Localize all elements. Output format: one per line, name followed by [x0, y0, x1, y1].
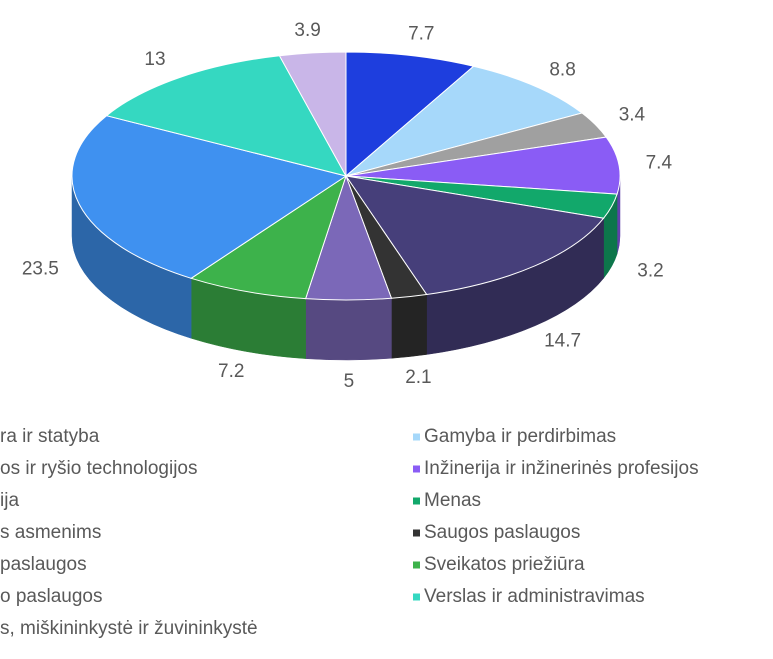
legend-label: paslaugos [0, 554, 87, 575]
legend-label: os ir ryšio technologijos [0, 458, 197, 479]
data-label: 14.7 [544, 331, 581, 352]
data-label: 8.8 [549, 59, 575, 80]
legend-marker [413, 529, 420, 537]
data-label: 13 [144, 49, 165, 70]
legend-label: s, miškininkystė ir žuvininkystė [0, 618, 258, 639]
data-label: 23.5 [22, 258, 59, 279]
legend-label: s asmenims [0, 522, 101, 543]
data-label: 7.4 [646, 152, 673, 173]
legend-marker [413, 561, 420, 569]
pie-slice [278, 51, 347, 177]
data-label: 3.9 [294, 20, 320, 41]
legend-label: Saugos paslaugos [424, 522, 580, 543]
legend-marker [413, 465, 420, 473]
data-label: 2.1 [405, 367, 431, 388]
pie-slice [345, 136, 621, 195]
data-label: 7.2 [218, 361, 244, 382]
pie-slice [189, 174, 347, 300]
legend-marker [413, 593, 420, 601]
legend-label: Gamyba ir perdirbimas [424, 426, 616, 447]
legend-label: Verslas ir administravimas [424, 586, 645, 607]
data-label: 3.4 [619, 105, 646, 126]
legend-label: Inžinerija ir inžinerinės profesijos [424, 458, 699, 479]
data-label: 7.7 [408, 23, 434, 44]
legend-label: o paslaugos [0, 586, 102, 607]
legend-marker [413, 497, 420, 505]
pie-slice [105, 55, 347, 177]
legend-label: Sveikatos priežiūra [424, 554, 585, 575]
legend-marker [413, 433, 420, 441]
data-label: 3.2 [637, 261, 663, 282]
legend-label: Menas [424, 490, 481, 511]
pie-side [305, 298, 392, 361]
pie-slice [71, 115, 348, 279]
legend-label: ra ir statyba [0, 426, 100, 447]
data-label: 5 [344, 371, 355, 392]
pie-side [391, 294, 427, 359]
pie-slice [344, 175, 605, 296]
pie-slice [345, 51, 475, 178]
pie-slice [345, 65, 584, 177]
legend-label: ija [0, 490, 19, 511]
